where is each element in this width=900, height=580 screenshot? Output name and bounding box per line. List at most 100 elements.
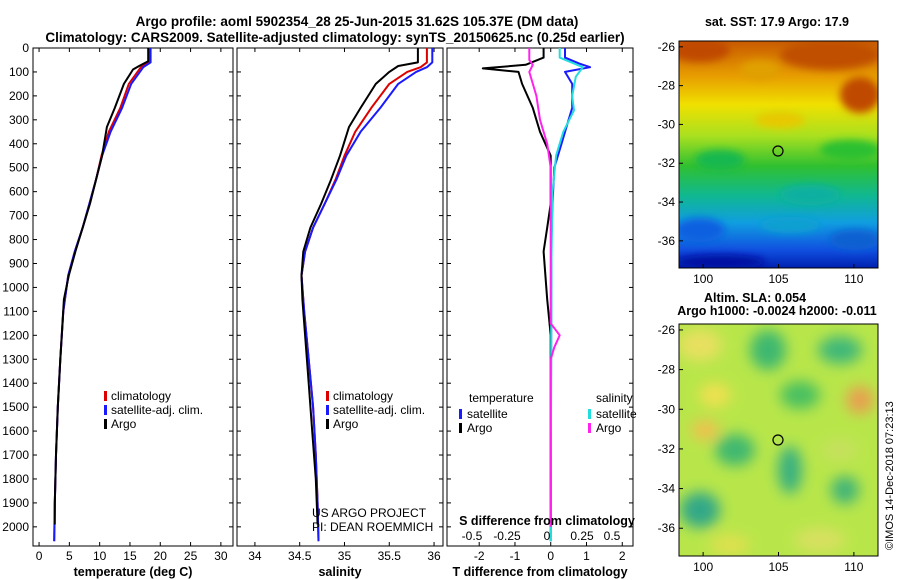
legend-label: satellite xyxy=(467,407,508,421)
difference-series-2 xyxy=(549,48,584,542)
depth-tick-label: 100 xyxy=(9,65,29,79)
salinity-diff-tick-label: 0.5 xyxy=(604,529,621,543)
salinity-diff-tick-label: 0.25 xyxy=(570,529,594,543)
header-line2: Climatology: CARS2009. Satellite-adjuste… xyxy=(45,30,624,45)
difference-xlabel: T difference from climatology xyxy=(452,565,627,579)
legend-title-salinity: salinity xyxy=(596,391,633,405)
depth-tick-label: 1900 xyxy=(2,496,29,510)
salinity-xlabel: salinity xyxy=(318,565,361,579)
watermark: ©IMOS 14-Dec-2018 07:23:13 xyxy=(884,401,896,550)
sst-map-title: sat. SST: 17.9 Argo: 17.9 xyxy=(705,15,849,29)
salinity-panel: 34 34.5 35 35.5 36 salinity climatologysatelli… xyxy=(236,47,444,579)
map-lat-label: -26 xyxy=(658,40,676,54)
map-lon-label: 105 xyxy=(768,272,788,286)
temperature-series-2 xyxy=(53,48,150,525)
sla-map-title1: Altim. SLA: 0.054 xyxy=(704,291,806,305)
depth-tick-label: 1400 xyxy=(2,376,29,390)
x-tick-label: 0 xyxy=(547,549,554,563)
map-lat-label: -34 xyxy=(658,482,676,496)
salinity-diff-xlabel: S difference from climatology xyxy=(459,514,635,528)
credit-line: US ARGO PROJECT xyxy=(312,506,427,520)
x-tick-label: 0 xyxy=(36,549,43,563)
depth-tick-label: 1600 xyxy=(2,424,29,438)
map-lat-label: -36 xyxy=(658,521,676,535)
map-lon-label: 110 xyxy=(844,272,863,286)
legend-label: Argo xyxy=(596,421,622,435)
x-tick-label: 1 xyxy=(583,549,590,563)
x-tick-label: 35 xyxy=(338,549,352,563)
sla-texture xyxy=(679,329,874,555)
sla-argo-location xyxy=(772,434,784,446)
x-tick-label: 2 xyxy=(619,549,626,563)
legend-swatch xyxy=(104,391,107,401)
x-tick-label: 34 xyxy=(248,549,262,563)
legend-swatch xyxy=(104,419,107,429)
map-lat-label: -28 xyxy=(658,363,676,377)
sst-texture xyxy=(679,41,878,268)
x-tick-label: 25 xyxy=(184,549,198,563)
depth-tick-label: 2000 xyxy=(2,520,29,534)
map-lat-label: -32 xyxy=(658,442,676,456)
difference-series-3 xyxy=(528,48,561,527)
depth-tick-label: 1700 xyxy=(2,448,29,462)
map-lat-label: -34 xyxy=(658,195,676,209)
map-lat-label: -26 xyxy=(658,323,676,337)
legend-label: Argo xyxy=(467,421,493,435)
x-tick-label: 5 xyxy=(66,549,73,563)
temperature-xlabel: temperature (deg C) xyxy=(74,565,193,579)
map-lon-label: 100 xyxy=(693,560,713,574)
depth-tick-label: 1200 xyxy=(2,328,29,342)
legend-label: climatology xyxy=(333,389,393,403)
difference-series xyxy=(481,48,592,542)
legend-label: satellite xyxy=(596,407,637,421)
legend-label: satellite-adj. clim. xyxy=(111,403,203,417)
legend-title-temperature: temperature xyxy=(469,391,534,405)
legend-swatch xyxy=(588,423,591,433)
map-lat-label: -30 xyxy=(658,117,676,131)
salinity-frame xyxy=(236,47,444,547)
legend-swatch xyxy=(326,391,329,401)
x-tick-label: -1 xyxy=(510,549,521,563)
map-lat-label: -32 xyxy=(658,156,676,170)
legend-swatch xyxy=(326,405,329,415)
legend-label: satellite-adj. clim. xyxy=(333,403,425,417)
depth-tick-label: 1500 xyxy=(2,400,29,414)
temperature-frame xyxy=(32,47,234,547)
map-lon-label: 105 xyxy=(768,560,788,574)
legend-swatch xyxy=(326,419,329,429)
sla-map xyxy=(679,324,878,556)
legend-label: Argo xyxy=(111,417,137,431)
depth-tick-label: 200 xyxy=(9,89,29,103)
legend-swatch xyxy=(459,423,462,433)
depth-tick-label: 800 xyxy=(9,233,29,247)
depth-tick-label: 500 xyxy=(9,161,29,175)
depth-tick-label: 300 xyxy=(9,113,29,127)
x-tick-label: 10 xyxy=(93,549,107,563)
legend-swatch xyxy=(104,405,107,415)
depth-tick-label: 1300 xyxy=(2,352,29,366)
temperature-panel: 0100200300400500600700800900100011001200… xyxy=(2,41,234,579)
temperature-series xyxy=(53,48,152,542)
header-line1: Argo profile: aoml 5902354_28 25-Jun-201… xyxy=(136,14,579,29)
salinity-diff-tick-label: -0.25 xyxy=(493,529,521,543)
legend-label: Argo xyxy=(333,417,359,431)
legend-swatch xyxy=(588,409,591,419)
map-lat-label: -28 xyxy=(658,79,676,93)
depth-tick-label: 0 xyxy=(22,41,29,55)
x-tick-label: -2 xyxy=(474,549,485,563)
depth-tick-label: 1100 xyxy=(3,304,29,318)
legend-swatch xyxy=(459,409,462,419)
map-lat-label: -30 xyxy=(658,402,676,416)
x-tick-label: 36 xyxy=(427,549,441,563)
map-lat-label: -36 xyxy=(658,234,676,248)
sla-map-title2: Argo h1000: -0.0024 h2000: -0.011 xyxy=(677,304,876,318)
credit-line: PI: DEAN ROEMMICH xyxy=(312,520,433,534)
salinity-diff-tick-label: -0.5 xyxy=(462,529,483,543)
depth-tick-label: 1800 xyxy=(2,472,29,486)
difference-panel: -2 -1 0 1 2 T difference from climatology temp… xyxy=(446,47,637,579)
map-lon-label: 100 xyxy=(693,272,713,286)
x-tick-label: 34.5 xyxy=(288,549,312,563)
legend-label: climatology xyxy=(111,389,171,403)
salinity-series-2 xyxy=(300,48,419,525)
